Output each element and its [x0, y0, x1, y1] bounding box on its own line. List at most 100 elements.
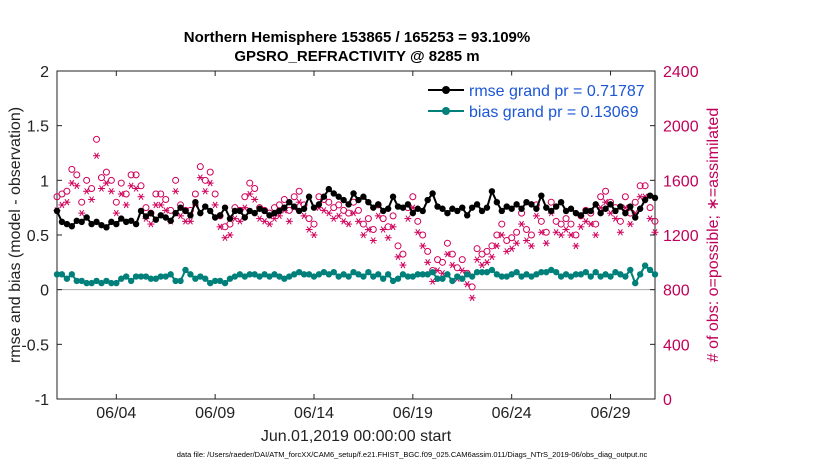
bias-point: [597, 273, 604, 280]
assimilated-obs-point: [389, 223, 397, 231]
bias-point: [211, 277, 219, 285]
x-tick-label: 06/09: [195, 405, 235, 422]
asterisk-stroke: [459, 267, 465, 274]
bias-point: [602, 271, 609, 278]
bias-point: [226, 275, 234, 282]
assimilated-obs-point: [364, 226, 372, 233]
possible-obs-point: [562, 215, 570, 223]
asterisk-stroke: [617, 228, 623, 236]
rmse-point: [315, 201, 323, 208]
asterisk-stroke: [336, 212, 342, 220]
bias-point: [533, 271, 540, 278]
asterisk-stroke: [370, 237, 376, 244]
possible-obs-point: [483, 247, 491, 255]
rmse-point: [350, 190, 357, 197]
bias-point: [424, 271, 431, 278]
rmse-point: [88, 220, 95, 228]
rmse-point: [636, 205, 644, 212]
assimilated-obs-point: [107, 187, 115, 195]
rmse-point: [513, 201, 520, 208]
assimilated-obs-point: [414, 228, 422, 236]
assimilated-obs-point: [122, 201, 130, 209]
assimilated-obs-point: [201, 187, 209, 195]
asterisk-stroke: [365, 226, 371, 233]
assimilated-obs-point: [147, 220, 155, 228]
rmse-point: [300, 205, 308, 212]
bias-point: [83, 279, 90, 287]
assimilated-obs-point: [330, 215, 338, 222]
bias-point: [202, 275, 209, 282]
asterisk-stroke: [524, 237, 529, 244]
assimilated-obs-point: [177, 212, 185, 220]
asterisk-stroke: [178, 212, 183, 220]
asterisk-stroke: [538, 228, 544, 236]
asterisk-stroke: [647, 215, 653, 222]
rmse-point: [384, 205, 392, 212]
y-right-tick-label: 2400: [663, 64, 699, 81]
asterisk-stroke: [272, 215, 277, 222]
assimilated-obs-point: [532, 212, 540, 220]
rmse-point: [310, 204, 318, 211]
asterisk-stroke: [94, 152, 99, 160]
possible-obs-point: [621, 193, 629, 201]
bias-point: [271, 271, 278, 278]
bias-point: [256, 273, 263, 280]
rmse-point: [167, 217, 174, 224]
rmse-point: [340, 196, 347, 204]
rmse-point: [538, 192, 545, 199]
assimilated-obs-point: [429, 278, 437, 285]
assimilated-obs-point: [102, 179, 110, 187]
assimilated-obs-point: [587, 220, 595, 228]
asterisk-stroke: [123, 201, 129, 209]
bias-point: [419, 271, 426, 278]
assimilated-obs-point: [448, 261, 456, 269]
bias-point: [276, 273, 283, 280]
rmse-point: [137, 207, 145, 215]
asterisk-stroke: [301, 212, 307, 220]
rmse-point: [572, 209, 580, 217]
bias-point: [493, 271, 501, 278]
asterisk-stroke: [608, 209, 613, 217]
assimilated-obs-point: [83, 187, 91, 195]
assimilated-obs-point: [93, 152, 101, 160]
legend-bias-label: bias grand pr = 0.13069: [469, 104, 639, 121]
possible-obs-point: [280, 195, 288, 203]
legend-rmse-marker: [442, 86, 450, 94]
asterisk-stroke: [553, 228, 559, 236]
bias-point: [93, 277, 100, 285]
asterisk-stroke: [74, 182, 80, 190]
bias-point: [592, 268, 599, 276]
rmse-point: [404, 201, 412, 208]
asterisk-stroke: [227, 231, 233, 239]
asterisk-stroke: [405, 215, 411, 222]
x-tick-label: 06/24: [492, 405, 532, 422]
asterisk-stroke: [489, 253, 495, 261]
possible-obs-point: [295, 187, 303, 195]
assimilated-obs-point: [394, 253, 402, 261]
possible-obs-point: [641, 182, 649, 190]
assimilated-obs-point: [266, 220, 274, 228]
asterisk-stroke: [356, 218, 361, 225]
y-tick-label: 1.5: [27, 119, 49, 136]
asterisk-stroke: [202, 187, 208, 195]
possible-obs-point: [523, 226, 531, 234]
rmse-point: [93, 218, 100, 226]
rmse-point: [557, 199, 565, 206]
asterisk-stroke: [306, 226, 312, 233]
bias-point: [548, 266, 555, 274]
rmse-point: [454, 207, 461, 215]
asterisk-stroke: [153, 201, 159, 209]
assimilated-obs-point: [557, 231, 565, 239]
asterisk-stroke: [286, 218, 292, 225]
possible-obs-point: [63, 187, 71, 195]
asterisk-stroke: [108, 187, 114, 195]
bias-point: [468, 273, 476, 280]
y-tick-label: 1: [40, 173, 49, 190]
bias-point: [68, 271, 76, 278]
assimilated-obs-point: [582, 218, 590, 225]
assimilated-obs-point: [498, 231, 506, 239]
asterisk-stroke: [588, 220, 594, 228]
assimilated-obs-point: [68, 179, 76, 187]
legend-box: [422, 75, 650, 123]
asterisk-stroke: [118, 190, 124, 198]
